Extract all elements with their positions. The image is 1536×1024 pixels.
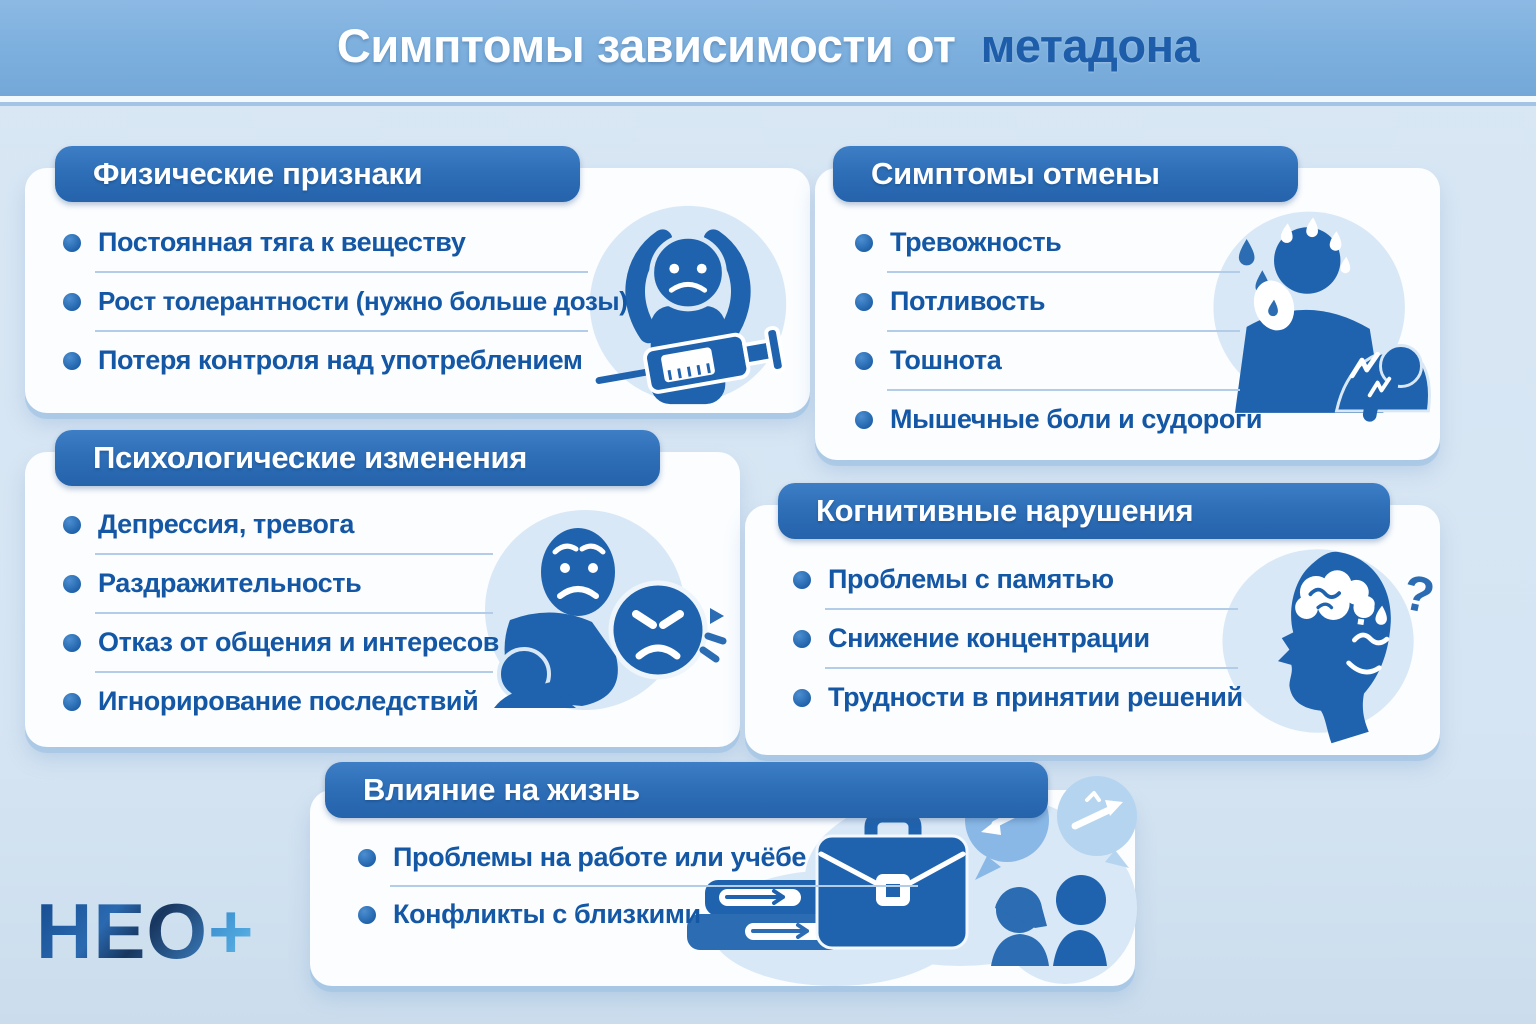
symptom-label: Депрессия, тревога — [98, 509, 354, 539]
symptom-label: Раздражительность — [98, 568, 362, 598]
symptom-label: Потливость — [890, 286, 1046, 316]
card-withdrawal-symptoms: Симптомы отмены Тревожность Потливость Т… — [815, 146, 1440, 460]
bullet-dot — [793, 570, 811, 589]
symptom-label: Постоянная тяга к веществу — [98, 227, 466, 257]
symptom-label: Отказ от общения и интересов — [98, 627, 499, 657]
symptom-label: Рост толерантности (нужно больше дозы) — [98, 286, 628, 316]
symptom-item: Тревожность — [855, 214, 1240, 271]
item-divider — [887, 389, 1240, 391]
symptom-item: Проблемы с памятью — [793, 551, 1238, 608]
bullet-dot — [63, 292, 81, 311]
item-divider — [95, 671, 493, 673]
card-header-label: Когнитивные нарушения — [816, 493, 1194, 528]
card-cognitive-impairment: Когнитивные нарушения Проблемы с памятью… — [745, 483, 1440, 755]
card-cognitive-header: Когнитивные нарушения — [778, 483, 1390, 539]
card-header-label: Влияние на жизнь — [363, 772, 640, 807]
item-divider — [887, 271, 1240, 273]
bullet-dot — [358, 905, 376, 924]
item-divider — [95, 271, 588, 273]
page-title: Симптомы зависимости от метадона — [336, 18, 1200, 79]
symptom-item: Снижение концентрации — [793, 610, 1238, 667]
symptom-label: Потеря контроля над употреблением — [98, 345, 583, 375]
head-brain-question-icon: ? ? — [1222, 549, 1435, 744]
symptom-label: Конфликты с близкими — [393, 899, 701, 929]
bullet-dot — [63, 515, 81, 534]
symptom-item: Отказ от общения и интересов — [63, 614, 499, 671]
symptom-item: Депрессия, тревога — [63, 496, 493, 553]
symptom-item: Трудности в принятии решений — [793, 669, 1243, 726]
brand-logo: НЕО+ — [36, 892, 255, 970]
title-banner: Симптомы зависимости от метадона — [0, 0, 1536, 96]
symptom-label: Тошнота — [890, 345, 1002, 375]
symptom-label: Проблемы с памятью — [828, 564, 1114, 594]
card-header-label: Психологические изменения — [93, 440, 528, 475]
bullet-dot — [855, 292, 873, 311]
page-title-accent: метадона — [980, 18, 1200, 72]
item-divider — [825, 608, 1238, 610]
bullet-dot — [855, 410, 873, 429]
card-life-impact: Влияние на жизнь Проблемы на работе или … — [310, 762, 1137, 986]
title-space — [968, 19, 981, 72]
symptom-label: Игнорирование последствий — [98, 686, 479, 716]
bullet-dot — [855, 233, 873, 252]
card-psychological-header: Психологические изменения — [55, 430, 660, 486]
symptom-label: Мышечные боли и судороги — [890, 404, 1263, 434]
banner-divider-blue — [0, 102, 1536, 106]
symptom-item: Потливость — [855, 273, 1240, 330]
item-divider — [95, 330, 588, 332]
card-physical-signs: Физические признаки Постоянная тяга к ве… — [25, 146, 810, 413]
item-divider — [95, 612, 493, 614]
symptom-item: Потеря контроля над употреблением — [63, 332, 588, 389]
card-header-label: Симптомы отмены — [871, 156, 1160, 191]
bullet-dot — [63, 633, 81, 652]
bullet-dot — [855, 351, 873, 370]
item-divider — [390, 885, 918, 887]
symptom-item: Постоянная тяга к веществу — [63, 214, 588, 271]
bullet-dot — [358, 848, 376, 867]
work-conflict-icon — [687, 776, 1137, 986]
page-title-main: Симптомы зависимости от — [336, 18, 956, 72]
card-life-header: Влияние на жизнь — [325, 762, 1048, 818]
banner-divider-white — [0, 96, 1536, 102]
distressed-person-syringe-icon — [589, 205, 787, 405]
item-divider — [825, 667, 1238, 669]
symptom-item: Мышечные боли и судороги — [855, 391, 1262, 448]
sweating-nausea-person-icon — [1213, 211, 1431, 422]
card-withdrawal-header: Симптомы отмены — [833, 146, 1298, 202]
symptom-label: Трудности в принятии решений — [828, 682, 1243, 712]
symptom-label: Снижение концентрации — [828, 623, 1150, 653]
bullet-dot — [63, 574, 81, 593]
item-divider — [887, 330, 1240, 332]
symptom-item: Раздражительность — [63, 555, 493, 612]
symptom-item: Тошнота — [855, 332, 1240, 389]
brand-logo-plus: + — [208, 887, 255, 975]
bullet-dot — [63, 233, 81, 252]
symptom-item: Конфликты с близкими — [358, 887, 918, 942]
symptom-label: Тревожность — [890, 227, 1062, 257]
bullet-dot — [793, 688, 811, 707]
card-psychological-changes: Психологические изменения Депрессия, тре… — [25, 430, 740, 747]
bullet-dot — [63, 692, 81, 711]
svg-text:?: ? — [1398, 564, 1435, 625]
symptom-item: Игнорирование последствий — [63, 673, 493, 730]
bullet-dot — [793, 629, 811, 648]
symptom-label: Проблемы на работе или учёбе — [393, 842, 807, 872]
card-header-label: Физические признаки — [93, 156, 423, 191]
symptom-item: Проблемы на работе или учёбе — [358, 830, 918, 885]
bullet-dot — [63, 351, 81, 370]
sad-angry-faces-icon — [485, 510, 727, 710]
item-divider — [95, 553, 493, 555]
symptom-item: Рост толерантности (нужно больше дозы) — [63, 273, 628, 330]
brand-logo-text: НЕО — [36, 887, 209, 975]
card-physical-header: Физические признаки — [55, 146, 580, 202]
